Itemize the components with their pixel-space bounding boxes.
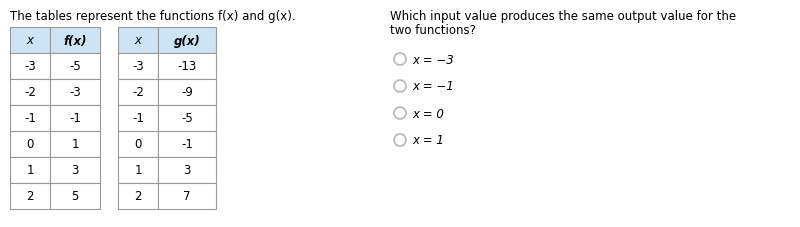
Text: 0: 0 (134, 138, 142, 151)
Bar (50, 28, 100, 54)
Text: x: x (134, 34, 142, 47)
Text: 2: 2 (134, 190, 142, 203)
Text: -3: -3 (69, 86, 81, 99)
Bar (118, 157, 158, 183)
Text: -13: -13 (178, 60, 197, 73)
Text: -1: -1 (132, 112, 144, 125)
Bar (10, 54, 50, 80)
Bar (118, 54, 158, 80)
Bar (118, 131, 158, 157)
Text: 5: 5 (71, 190, 78, 203)
Text: -9: -9 (181, 86, 193, 99)
Bar (10, 131, 50, 157)
Bar (50, 54, 100, 80)
Text: -1: -1 (69, 112, 81, 125)
Text: -1: -1 (24, 112, 36, 125)
Text: 1: 1 (71, 138, 78, 151)
Bar (118, 80, 158, 106)
Bar (10, 157, 50, 183)
Text: -3: -3 (132, 60, 144, 73)
Text: -2: -2 (132, 86, 144, 99)
Text: -3: -3 (24, 60, 36, 73)
Bar (118, 183, 158, 209)
Bar (50, 183, 100, 209)
Text: -5: -5 (69, 60, 81, 73)
Bar (10, 28, 50, 54)
Bar (158, 157, 216, 183)
Text: two functions?: two functions? (390, 24, 476, 37)
Text: 2: 2 (26, 190, 34, 203)
Text: -2: -2 (24, 86, 36, 99)
Text: g(x): g(x) (174, 34, 200, 47)
Bar (158, 131, 216, 157)
Bar (158, 183, 216, 209)
Text: x = 0: x = 0 (412, 107, 444, 120)
Text: 3: 3 (71, 164, 78, 177)
Text: 1: 1 (26, 164, 34, 177)
Text: 1: 1 (134, 164, 142, 177)
Text: -1: -1 (181, 138, 193, 151)
Bar (118, 28, 158, 54)
Bar (10, 183, 50, 209)
Bar (118, 106, 158, 131)
Bar (10, 80, 50, 106)
Bar (50, 80, 100, 106)
Bar (158, 54, 216, 80)
Bar (158, 80, 216, 106)
Bar (50, 131, 100, 157)
Text: x: x (26, 34, 34, 47)
Text: The tables represent the functions f(x) and g(x).: The tables represent the functions f(x) … (10, 10, 296, 23)
Text: 0: 0 (26, 138, 34, 151)
Text: x = −1: x = −1 (412, 80, 454, 93)
Bar (158, 28, 216, 54)
Bar (10, 106, 50, 131)
Bar (50, 106, 100, 131)
Text: 3: 3 (183, 164, 190, 177)
Text: Which input value produces the same output value for the: Which input value produces the same outp… (390, 10, 736, 23)
Text: x = 1: x = 1 (412, 134, 444, 147)
Text: f(x): f(x) (63, 34, 86, 47)
Bar (158, 106, 216, 131)
Bar (50, 157, 100, 183)
Text: 7: 7 (183, 190, 190, 203)
Text: x = −3: x = −3 (412, 53, 454, 66)
Text: -5: -5 (181, 112, 193, 125)
